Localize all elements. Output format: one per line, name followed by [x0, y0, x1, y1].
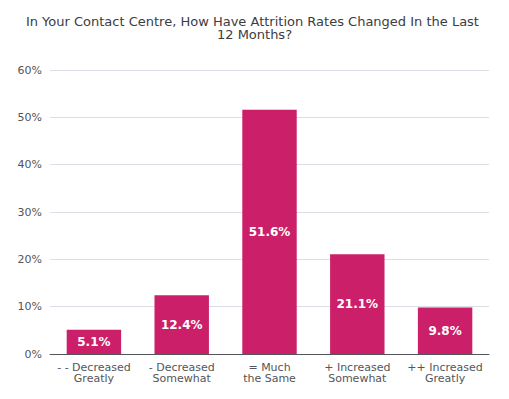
svg-text:10%: 10% [18, 300, 42, 313]
svg-text:50%: 50% [18, 111, 42, 124]
svg-text:12 Months?: 12 Months? [217, 27, 292, 42]
svg-text:30%: 30% [18, 206, 42, 219]
svg-text:In Your Contact Centre, How Ha: In Your Contact Centre, How Have Attriti… [25, 14, 484, 29]
svg-text:21.1%: 21.1% [336, 297, 378, 311]
svg-text:the Same: the Same [243, 372, 296, 385]
svg-text:Somewhat: Somewhat [328, 372, 387, 385]
svg-text:+ Increased: + Increased [324, 361, 391, 374]
svg-text:9.8%: 9.8% [428, 324, 461, 338]
svg-text:20%: 20% [18, 253, 42, 266]
svg-text:40%: 40% [18, 158, 42, 171]
svg-text:Greatly: Greatly [74, 372, 115, 385]
svg-text:0%: 0% [25, 348, 42, 361]
svg-text:= Much: = Much [248, 361, 291, 374]
svg-text:- Decreased: - Decreased [148, 361, 215, 374]
svg-text:Somewhat: Somewhat [153, 372, 212, 385]
svg-text:60%: 60% [18, 64, 42, 77]
svg-text:51.6%: 51.6% [249, 225, 291, 239]
svg-text:Greatly: Greatly [425, 372, 466, 385]
svg-text:++ Increased: ++ Increased [407, 361, 483, 374]
svg-text:- - Decreased: - - Decreased [57, 361, 131, 374]
svg-text:12.4%: 12.4% [161, 318, 203, 332]
svg-text:5.1%: 5.1% [77, 335, 110, 349]
